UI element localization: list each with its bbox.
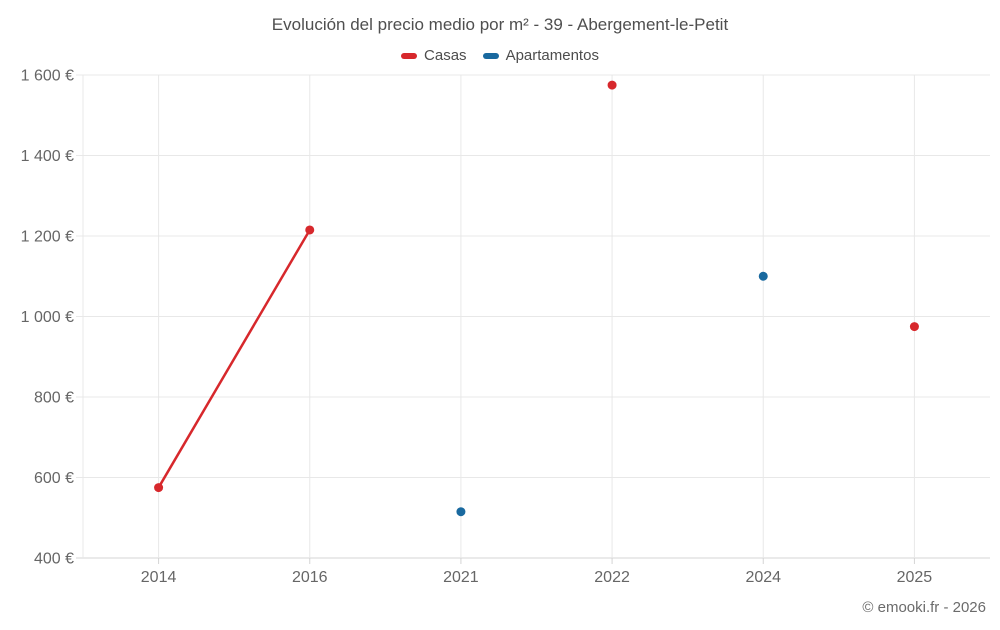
y-axis-tick-label: 1 200 € [21, 229, 74, 246]
y-axis-tick-label: 400 € [34, 551, 74, 568]
data-point[interactable] [456, 507, 466, 517]
apartamentos-series-swatch-icon [482, 52, 499, 59]
y-axis-tick-label: 600 € [34, 470, 74, 487]
x-axis-tick-label: 2014 [141, 569, 177, 586]
y-axis-tick-label: 1 000 € [21, 309, 74, 326]
series-casas [154, 80, 919, 493]
data-point[interactable] [758, 271, 768, 281]
legend-item-casas[interactable]: Casas [401, 47, 467, 64]
y-axis-tick-label: 1 400 € [21, 148, 74, 165]
x-axis-tick-label: 2022 [594, 569, 630, 586]
y-axis-tick-label: 800 € [34, 390, 74, 407]
data-point[interactable] [154, 483, 164, 493]
data-point[interactable] [305, 225, 315, 235]
series-line [157, 229, 311, 489]
legend-item-apartamentos[interactable]: Apartamentos [482, 47, 599, 64]
y-axis-tick-label: 1 600 € [21, 68, 74, 85]
series-apartamentos [456, 271, 768, 517]
data-point[interactable] [909, 322, 919, 332]
legend-label-apartamentos: Apartamentos [505, 47, 599, 64]
x-axis-tick-label: 2025 [897, 569, 933, 586]
footer-credit: © emooki.fr - 2026 [862, 599, 986, 616]
y-gridlines-and-labels: 400 € 600 € 800 € 1 000 € 1 200 € 1 400 € 1 60… [21, 68, 990, 568]
x-axis-tick-label: 2024 [745, 569, 781, 586]
data-point[interactable] [607, 80, 617, 90]
legend: Casas Apartamentos [0, 47, 1000, 64]
legend-label-casas: Casas [424, 47, 467, 64]
casas-series-swatch-icon [401, 52, 418, 59]
x-gridlines-and-labels: 2014 2016 2021 2022 2024 2025 [82, 75, 933, 586]
chart-title: Evolución del precio medio por m² - 39 -… [271, 15, 729, 34]
x-axis-tick-label: 2016 [292, 569, 328, 586]
x-axis-tick-label: 2021 [443, 569, 479, 586]
